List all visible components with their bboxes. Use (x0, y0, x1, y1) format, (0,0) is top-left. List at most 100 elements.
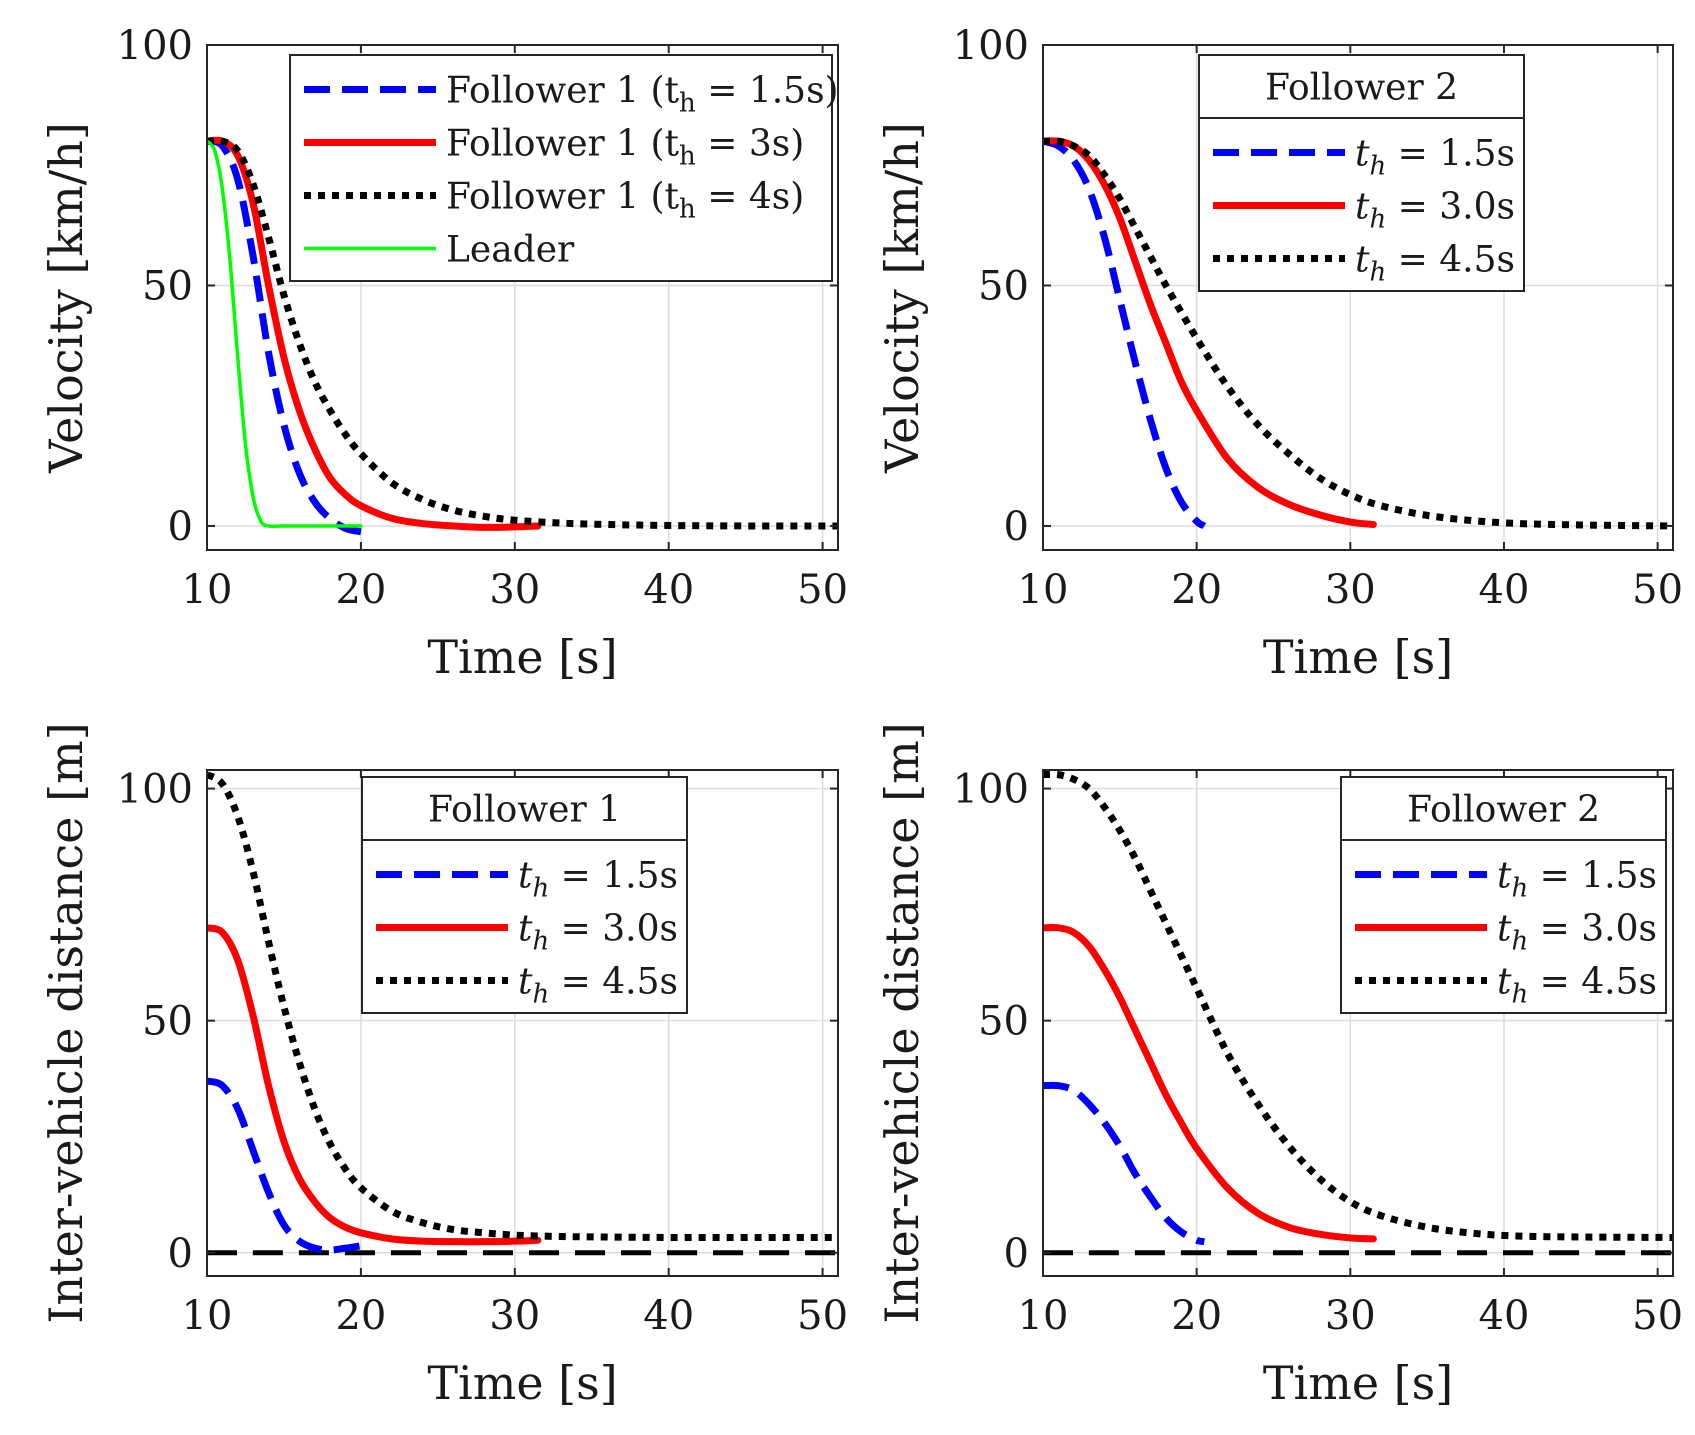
legend-entry-label: th = 1.5s (1355, 134, 1515, 182)
legend-entry-label: Follower 1 (th = 3s) (446, 124, 804, 172)
x-tick-label: 40 (1479, 567, 1530, 613)
legend-label-main: t (518, 962, 533, 1003)
legend-label-main: Follower 1 (t (446, 177, 680, 218)
legend-entry-label: th = 4.5s (1355, 240, 1515, 288)
x-tick-label: 10 (1018, 1293, 1069, 1339)
chart-panel-velocity-follower2: 10 20 30 40 50 0 50 100 Time [s] Velocity [km/h] F… (875, 23, 1683, 684)
legend-label-subscript: h (679, 89, 696, 119)
legend-label-tail: = 1.5s (1386, 134, 1515, 175)
axes-frame (206, 44, 839, 551)
legend-label-main: t (1497, 856, 1512, 897)
legend-label-tail: = 1.5s (549, 856, 678, 897)
legend-entry-label: th = 3.0s (518, 909, 678, 957)
axes-frame (206, 769, 839, 1277)
series-line-t-h-4-5s (1043, 770, 1673, 1241)
legend-entry-label: th = 4.5s (1497, 962, 1657, 1010)
y-tick-label: 100 (117, 767, 193, 813)
x-tick-label: 20 (1171, 1293, 1222, 1339)
y-axis-label: Inter-vehicle distance [m] (39, 722, 93, 1323)
x-tick-label: 10 (182, 567, 233, 613)
legend-label-main: t (518, 856, 533, 897)
legend-label-tail: = 1.5s) (696, 71, 839, 112)
legend-entry-label: th = 1.5s (1497, 856, 1657, 904)
x-tick-label: 20 (1171, 567, 1222, 613)
legend-label-main: t (1355, 240, 1370, 281)
series-line-follower-1-t-h-1-5s (207, 137, 369, 536)
series-line-t-h-4-5s (207, 771, 838, 1242)
legend-box (1340, 776, 1667, 1014)
legend: Follower 2 th = 1.5s th = 3.0s th = 4.5s (1198, 54, 1525, 292)
legend-entry-label: Follower 1 (th = 1.5s) (446, 71, 839, 119)
legend-label-subscript: h (679, 142, 696, 172)
axes-frame (1042, 769, 1674, 1277)
series-line-t-h-1-5s (1043, 137, 1207, 530)
legend-label-main: t (1355, 134, 1370, 175)
x-tick-label: 20 (335, 1293, 386, 1339)
y-tick-label: 50 (142, 263, 193, 309)
x-tick-label: 50 (1632, 567, 1683, 613)
legend-label-main: t (1355, 187, 1370, 228)
y-tick-label: 0 (1004, 504, 1029, 550)
legend-entry-label: Leader (446, 230, 575, 271)
chart-panel-distance-follower2: 10 20 30 40 50 0 50 100 Time [s] Inter-vehicle di… (875, 722, 1683, 1410)
legend-label-tail: = 3.0s (549, 909, 678, 950)
series-group (207, 771, 838, 1256)
legend-label-main: Follower 1 (t (446, 124, 680, 165)
x-tick-label: 20 (335, 567, 386, 613)
x-tick-label: 30 (489, 1293, 540, 1339)
y-tick-label: 0 (168, 1231, 193, 1277)
series-line-follower-1-t-h-4s (207, 136, 838, 530)
y-tick-label: 100 (953, 767, 1029, 813)
legend-title: Follower 2 (1265, 68, 1458, 109)
x-tick-label: 10 (1018, 567, 1069, 613)
y-tick-label: 50 (978, 999, 1029, 1045)
x-tick-label: 50 (1632, 1293, 1683, 1339)
chart-panel-velocity-follower1: 10 20 30 40 50 0 50 100 Time [s] Velocity [km/h] F… (39, 23, 848, 684)
legend-entry-label: th = 3.0s (1355, 187, 1515, 235)
legend-label-tail: = 4.5s (1386, 240, 1515, 281)
series-group (1043, 137, 1673, 530)
legend-label-subscript: h (532, 980, 549, 1010)
x-tick-label: 50 (797, 567, 848, 613)
y-tick-label: 100 (117, 23, 193, 69)
series-group (1043, 770, 1673, 1256)
y-tick-label: 50 (142, 999, 193, 1045)
legend-label-tail: = 4.5s (1528, 962, 1657, 1003)
legend-label-subscript: h (1511, 927, 1528, 957)
x-axis-label: Time [s] (1263, 630, 1453, 684)
x-tick-label: 10 (182, 1293, 233, 1339)
chart-panel-distance-follower1: 10 20 30 40 50 0 50 100 Time [s] Inter-vehicle di… (39, 722, 848, 1410)
axes-frame (1042, 44, 1674, 551)
x-tick-label: 40 (643, 567, 694, 613)
x-axis-label: Time [s] (427, 1356, 617, 1410)
series-group (207, 136, 838, 536)
x-tick-label: 50 (797, 1293, 848, 1339)
legend-label-subscript: h (1511, 980, 1528, 1010)
legend-label-tail: = 4s) (696, 177, 804, 218)
legend-label-main: Follower 1 (t (446, 71, 680, 112)
y-tick-label: 100 (953, 23, 1029, 69)
y-tick-label: 50 (978, 263, 1029, 309)
y-axis-label: Velocity [km/h] (875, 122, 929, 474)
legend-title: Follower 2 (1407, 790, 1600, 831)
x-tick-label: 30 (1325, 1293, 1376, 1339)
legend-entry-label: th = 3.0s (1497, 909, 1657, 957)
legend-box (361, 776, 688, 1014)
series-line-t-h-1-5s (207, 1077, 370, 1254)
legend-label-subscript: h (532, 874, 549, 904)
y-tick-label: 0 (1004, 1231, 1029, 1277)
x-axis-label: Time [s] (1263, 1356, 1453, 1410)
legend-label-tail: = 4.5s (549, 962, 678, 1003)
legend-entry-label: th = 4.5s (518, 962, 678, 1010)
legend-label-tail: = 3.0s (1386, 187, 1515, 228)
series-line-t-h-4-5s (1043, 137, 1673, 530)
legend-label-subscript: h (1511, 874, 1528, 904)
x-tick-label: 40 (643, 1293, 694, 1339)
legend-label-tail: = 3s) (696, 124, 804, 165)
legend-label-subscript: h (679, 195, 696, 225)
legend-label-tail: = 1.5s (1528, 856, 1657, 897)
legend-label-main: t (518, 909, 533, 950)
